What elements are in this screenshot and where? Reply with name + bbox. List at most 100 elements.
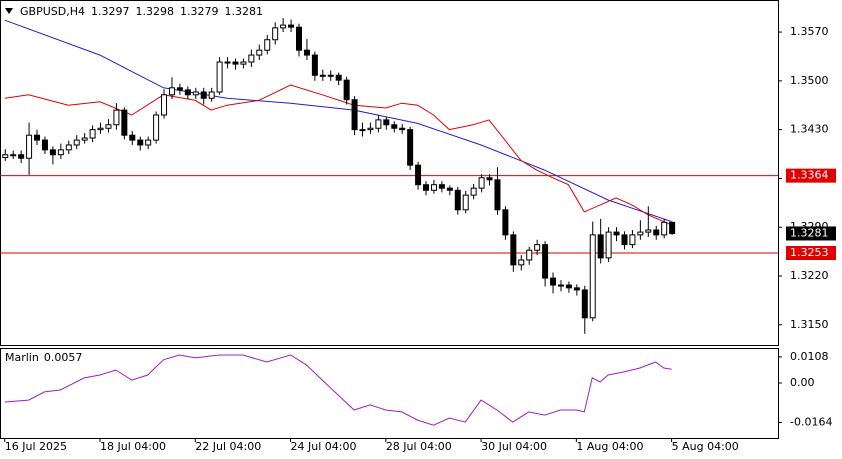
candle-body (311, 54, 318, 76)
candle-body (272, 27, 279, 41)
x-tick-label: 5 Aug 04:00 (672, 440, 739, 453)
candle-body (248, 54, 255, 63)
candle-body (240, 61, 247, 65)
candle-body (597, 234, 604, 259)
x-tick-label: 18 Jul 04:00 (100, 440, 166, 453)
price-label: 1.3281 (790, 226, 829, 239)
candle-body (573, 287, 580, 291)
candle-body (478, 177, 485, 189)
ohlc-value: 1.3279 (180, 5, 219, 18)
candle-body (327, 74, 334, 77)
indicator-pane (0, 348, 779, 439)
indicator-y-tick-label: -0.0164 (790, 416, 832, 429)
menu-arrow (5, 8, 13, 14)
candle-body (256, 49, 263, 56)
candle-body (486, 177, 493, 181)
candle-body (65, 144, 72, 151)
candle-body (351, 99, 358, 131)
candle-body (113, 109, 120, 126)
y-tick-label: 1.3430 (790, 123, 829, 136)
candle-body (637, 231, 644, 236)
candle-body (10, 154, 17, 157)
level-label-box (786, 168, 836, 183)
candle-body (34, 134, 41, 141)
candle-body (383, 119, 390, 126)
candle-body (2, 154, 9, 159)
candle-body (518, 259, 525, 266)
candle-body (280, 24, 287, 29)
candle-body (629, 234, 636, 246)
candle-body (391, 124, 398, 129)
x-tick-label: 22 Jul 04:00 (195, 440, 261, 453)
candle-body (557, 284, 564, 287)
candle-body (470, 187, 477, 196)
y-tick-label: 1.3500 (790, 74, 829, 87)
candle-body (184, 89, 191, 96)
candle-body (542, 244, 549, 279)
candle-body (430, 184, 437, 191)
ohlc-value: 1.3281 (224, 5, 263, 18)
candle-body (129, 134, 136, 141)
chart-header: GBPUSD,H4 1.3297 1.3298 1.3279 1.3281 (20, 5, 263, 18)
ohlc-value: 1.3297 (91, 5, 130, 18)
candle-body (605, 231, 612, 259)
candle-body (176, 87, 183, 91)
symbol: GBPUSD,H4 (20, 5, 85, 18)
candle-body (462, 194, 469, 211)
candle-body (367, 127, 374, 131)
candle-body (89, 129, 96, 139)
candle-body (645, 229, 652, 233)
y-tick-label: 1.3570 (790, 25, 829, 38)
candle-body (415, 164, 422, 186)
candle-body (565, 284, 572, 289)
indicator-y-tick-label: 0.0108 (790, 350, 829, 363)
level-label: 1.3364 (790, 169, 829, 182)
x-tick-label: 16 Jul 2025 (5, 440, 67, 453)
candle-body (295, 26, 302, 51)
candle-body (232, 61, 239, 65)
candle-body (438, 184, 445, 189)
candle-body (343, 79, 350, 101)
candle-body (661, 221, 668, 236)
candle-body (81, 137, 88, 141)
candle-body (494, 179, 501, 211)
level-label: 1.3253 (790, 246, 829, 259)
candle-body (335, 74, 342, 81)
candle-body (526, 249, 533, 261)
candle-body (264, 39, 271, 51)
main-pane (0, 0, 779, 346)
candle-body (105, 124, 112, 129)
indicator-line (4, 354, 672, 426)
level-label-box (786, 246, 836, 260)
indicator-y-tick-label: 0.00 (790, 376, 815, 389)
indicator-name: Marlin (5, 351, 39, 364)
candle-body (208, 91, 215, 99)
candle-body (41, 139, 48, 151)
candle-body (510, 234, 517, 266)
candle-body (137, 139, 144, 146)
candle-body (653, 229, 660, 236)
candle-body (18, 154, 25, 159)
price-label-box (786, 226, 836, 241)
candle-body (303, 49, 310, 56)
indicator-value: 0.0057 (44, 351, 83, 364)
x-tick-label: 24 Jul 04:00 (291, 440, 357, 453)
candle-body (57, 149, 64, 156)
candle-body (26, 134, 33, 159)
candle-body (534, 244, 541, 251)
ohlc-value: 1.3298 (135, 5, 174, 18)
candle-body (97, 127, 104, 131)
candle-body (288, 24, 295, 28)
x-tick-label: 30 Jul 04:00 (481, 440, 547, 453)
candle-body (216, 61, 223, 93)
candle-body (319, 74, 326, 77)
candle-body (669, 221, 676, 234)
candle-body (121, 109, 128, 136)
candle-body (613, 231, 620, 236)
candle-body (581, 289, 588, 319)
candle-body (454, 189, 461, 211)
candle-body (589, 234, 596, 319)
candle-body (153, 114, 160, 141)
